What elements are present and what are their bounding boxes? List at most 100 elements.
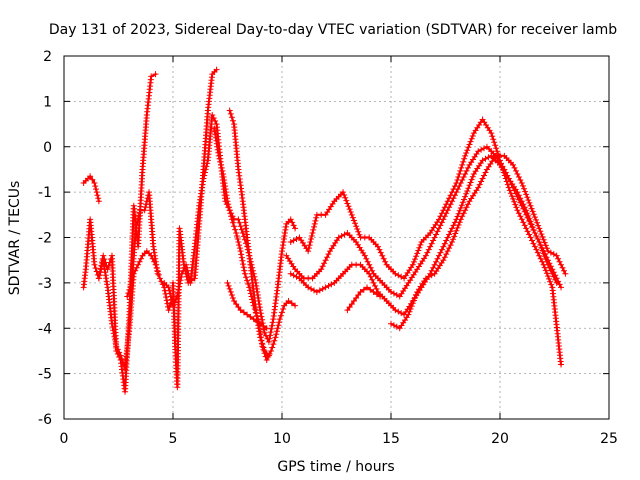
data-point — [488, 130, 495, 137]
data-point — [523, 225, 530, 232]
data-point — [163, 294, 170, 301]
data-point — [287, 216, 294, 223]
data-point — [433, 258, 440, 265]
data-point — [527, 218, 534, 225]
data-point — [556, 258, 563, 265]
data-point — [538, 231, 545, 238]
data-point — [91, 261, 98, 268]
y-tick-label: -5 — [38, 367, 52, 383]
data-point — [240, 264, 247, 271]
data-point — [127, 283, 134, 290]
data-point — [349, 214, 356, 221]
data-point — [156, 275, 163, 282]
data-point — [441, 254, 448, 261]
data-point — [529, 224, 536, 231]
data-point — [491, 139, 498, 146]
data-point — [388, 320, 394, 327]
data-point — [464, 188, 471, 194]
data-point — [267, 329, 274, 336]
data-point — [135, 261, 142, 268]
data-point — [412, 256, 418, 263]
data-point — [524, 194, 531, 201]
y-tick-label: -3 — [38, 276, 52, 292]
data-point — [438, 246, 445, 253]
data-point — [244, 311, 251, 318]
data-point — [450, 222, 457, 229]
data-point — [526, 199, 533, 206]
data-point — [463, 204, 470, 211]
data-point — [361, 252, 368, 259]
data-point — [116, 349, 123, 356]
y-tick-label: 1 — [43, 94, 52, 110]
data-point — [518, 180, 525, 187]
data-point — [233, 233, 240, 239]
data-point — [219, 167, 226, 174]
data-point — [479, 175, 486, 182]
data-point — [458, 202, 465, 209]
data-point — [549, 266, 556, 273]
data-point — [460, 210, 467, 217]
data-point — [377, 293, 384, 300]
data-point — [444, 234, 451, 241]
data-point — [467, 138, 474, 145]
data-point — [324, 254, 331, 261]
data-point — [270, 341, 277, 348]
data-point — [406, 308, 413, 315]
data-point — [113, 343, 120, 350]
data-point — [559, 264, 566, 271]
data-point — [202, 169, 208, 176]
data-point — [514, 207, 521, 214]
data-point — [93, 189, 100, 196]
data-point — [319, 285, 326, 292]
data-point — [373, 285, 380, 292]
data-point — [537, 255, 544, 262]
data-point — [355, 228, 362, 235]
data-point — [416, 244, 423, 251]
data-point — [210, 115, 217, 121]
data-point — [539, 233, 546, 240]
data-point — [267, 332, 274, 339]
data-point — [363, 255, 370, 262]
data-point — [510, 195, 517, 202]
data-point — [492, 142, 499, 149]
data-point — [178, 270, 185, 277]
data-point — [96, 272, 103, 279]
data-point — [457, 180, 464, 187]
data-point — [541, 239, 548, 246]
data-point — [175, 290, 181, 297]
data-point — [260, 344, 267, 351]
data-point — [275, 322, 282, 329]
data-point — [547, 263, 554, 270]
data-point — [344, 200, 351, 207]
data-point — [523, 191, 530, 198]
data-point — [454, 186, 461, 193]
data-point — [533, 216, 539, 223]
data-point — [269, 322, 275, 329]
data-point — [525, 212, 532, 219]
data-point — [528, 205, 535, 212]
data-point — [466, 182, 473, 189]
data-point — [408, 303, 415, 310]
data-point — [540, 236, 547, 243]
data-point — [92, 265, 99, 272]
data-point — [95, 198, 102, 205]
x-axis-label: GPS time / hours — [277, 459, 394, 475]
data-point — [174, 293, 181, 300]
data-point — [343, 197, 350, 204]
data-point — [526, 231, 533, 238]
data-point — [92, 183, 99, 190]
data-point — [440, 216, 447, 223]
data-point — [269, 344, 276, 351]
data-point — [269, 319, 276, 326]
data-point — [547, 278, 554, 285]
data-point — [545, 257, 551, 264]
data-point — [456, 207, 463, 214]
data-point — [238, 226, 245, 233]
data-point — [135, 216, 142, 223]
data-point — [465, 164, 471, 171]
series-13 — [344, 284, 384, 314]
y-tick-label: -4 — [38, 321, 52, 337]
data-point — [522, 188, 529, 195]
x-tick-label: 20 — [491, 431, 509, 447]
data-point — [118, 355, 125, 362]
